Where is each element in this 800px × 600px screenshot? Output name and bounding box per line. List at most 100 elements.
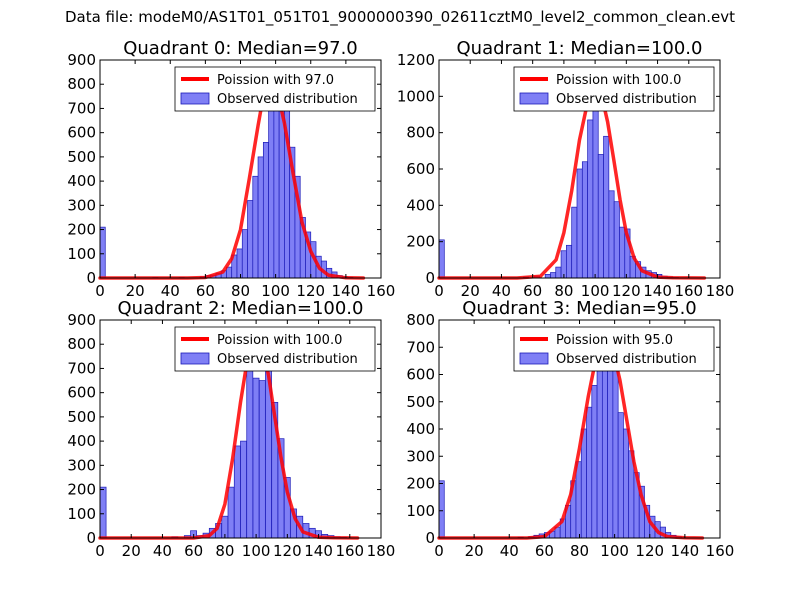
x-tick-label: 100 <box>600 542 629 560</box>
x-tick-label: 0 <box>434 282 444 300</box>
histogram-bar <box>608 190 615 279</box>
legend-label-poisson: Poission with 97.0 <box>217 73 334 88</box>
legend-label-poisson: Poission with 100.0 <box>556 73 681 88</box>
y-tick-label: 900 <box>67 311 96 329</box>
y-tick-label: 1200 <box>397 51 435 69</box>
y-tick-label: 600 <box>67 384 96 402</box>
x-tick-label: 140 <box>643 282 672 300</box>
x-tick-label: 20 <box>461 282 480 300</box>
y-tick-label: 100 <box>67 505 96 523</box>
x-tick-label: 80 <box>554 282 573 300</box>
subplot-title: Quadrant 2: Median=100.0 <box>118 298 364 319</box>
x-tick-label: 140 <box>332 282 361 300</box>
y-tick-label: 500 <box>67 148 96 166</box>
legend-label-poisson: Poission with 95.0 <box>556 333 673 348</box>
x-tick-label: 140 <box>304 542 333 560</box>
x-tick-label: 160 <box>674 282 703 300</box>
y-tick-label: 600 <box>67 124 96 142</box>
x-tick-label: 20 <box>122 542 141 560</box>
x-tick-label: 180 <box>706 282 735 300</box>
x-tick-label: 80 <box>231 282 250 300</box>
x-tick-label: 60 <box>196 282 215 300</box>
histogram-bar <box>268 88 275 279</box>
y-tick-label: 200 <box>67 481 96 499</box>
y-tick-label: 200 <box>67 221 96 239</box>
histogram-bar <box>246 368 254 539</box>
y-tick-label: 300 <box>406 447 435 465</box>
legend-bar-swatch <box>180 352 210 365</box>
x-tick-label: 40 <box>153 542 172 560</box>
histogram-bar <box>262 142 269 279</box>
histogram-bar <box>591 385 598 539</box>
subplot-title: Quadrant 1: Median=100.0 <box>457 38 703 59</box>
histogram-bar <box>566 244 573 279</box>
histogram-bar <box>612 368 619 539</box>
histogram-bar <box>575 461 582 539</box>
x-tick-label: 160 <box>335 542 364 560</box>
y-tick-label: 500 <box>67 408 96 426</box>
y-tick-label: 800 <box>67 335 96 353</box>
histogram-bar <box>240 440 247 539</box>
y-tick-label: 800 <box>406 311 435 329</box>
x-tick-label: 120 <box>635 542 664 560</box>
quadrant-2-chart: 0 20 40 60 80 100 120 140 160 1800100200300400500… <box>67 298 395 560</box>
x-tick-label: 140 <box>671 542 700 560</box>
histogram-bar <box>99 226 106 279</box>
histogram-bar <box>607 346 614 539</box>
histogram-bar <box>601 352 608 539</box>
legend-label-observed: Observed distribution <box>556 352 697 367</box>
histogram-bar <box>596 363 603 539</box>
y-tick-label: 300 <box>67 456 96 474</box>
y-tick-label: 100 <box>406 502 435 520</box>
histogram-bar <box>581 161 588 279</box>
histogram-bar <box>227 486 235 539</box>
y-tick-label: 0 <box>425 529 435 547</box>
x-tick-label: 0 <box>95 542 105 560</box>
histogram-bar <box>619 226 626 279</box>
x-tick-label: 0 <box>434 542 444 560</box>
histogram-bar <box>603 135 610 279</box>
x-tick-label: 120 <box>296 282 325 300</box>
x-tick-label: 180 <box>367 542 396 560</box>
histogram-bar <box>438 480 445 539</box>
quadrant-3-chart: 0 20 40 60 80 100 120 140 160 0 100 200 300 400 500 600… <box>406 298 734 560</box>
subplot-title: Quadrant 3: Median=95.0 <box>462 298 697 319</box>
x-tick-label: 120 <box>612 282 641 300</box>
x-tick-label: 100 <box>261 282 290 300</box>
x-tick-label: 80 <box>570 542 589 560</box>
histogram-bar <box>252 377 260 539</box>
y-tick-label: 200 <box>406 233 435 251</box>
histogram-bar <box>241 229 248 279</box>
figure-title: Data file: modeM0/AS1T01_051T01_90000003… <box>64 8 736 26</box>
quadrant-0-chart: 0 20 40 60 80 100 120 140 160 0 100 200 300 400 500 600… <box>67 38 395 300</box>
y-tick-label: 400 <box>67 172 96 190</box>
y-tick-label: 400 <box>406 420 435 438</box>
histogram-bar <box>247 200 254 279</box>
x-tick-label: 20 <box>465 542 484 560</box>
x-tick-label: 60 <box>184 542 203 560</box>
y-tick-label: 200 <box>406 475 435 493</box>
histogram-bar <box>258 380 266 539</box>
histogram-bar <box>613 201 620 279</box>
x-tick-label: 60 <box>535 542 554 560</box>
x-tick-label: 100 <box>242 542 271 560</box>
histogram-bar <box>623 428 630 539</box>
axes-frame <box>99 319 382 539</box>
histogram-bar <box>438 239 445 279</box>
histogram-bar <box>587 119 594 279</box>
histogram-bar <box>99 486 107 539</box>
histogram-bar <box>576 168 583 279</box>
y-tick-label: 700 <box>67 359 96 377</box>
histogram-bar <box>233 445 241 539</box>
y-tick-label: 300 <box>67 196 96 214</box>
x-tick-label: 160 <box>367 282 396 300</box>
y-tick-label: 1000 <box>397 87 435 105</box>
histogram-bar <box>597 154 604 279</box>
y-tick-label: 600 <box>406 366 435 384</box>
y-tick-label: 0 <box>86 269 96 287</box>
y-tick-label: 700 <box>406 338 435 356</box>
y-tick-label: 100 <box>67 245 96 263</box>
histogram-bar <box>571 206 578 279</box>
histogram-bar <box>560 250 567 279</box>
